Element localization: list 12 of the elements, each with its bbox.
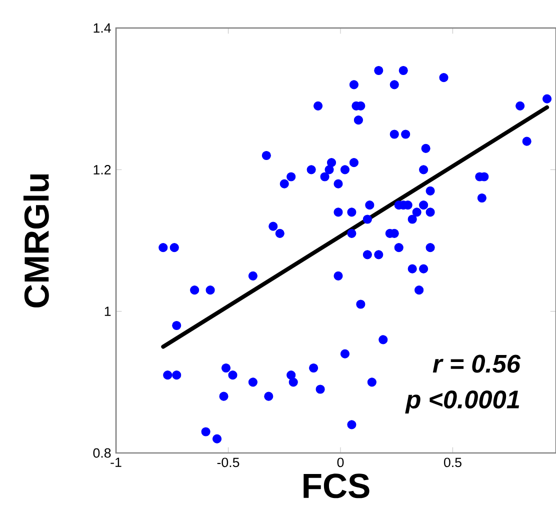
y-tick-label: 0.8 (93, 448, 111, 458)
x-tick-label: -1 (110, 458, 122, 467)
y-axis-title: CMRGlu (23, 174, 49, 308)
x-axis-title: FCS (304, 474, 370, 498)
x-tick-label: 0.5 (444, 458, 462, 468)
annotation: r = 0.56 (432, 354, 521, 373)
y-tick-label: 1 (104, 306, 111, 316)
y-tick-label: 1.4 (94, 23, 111, 33)
annotation: p <0.0001 (405, 390, 520, 414)
x-tick-label: -0.5 (217, 458, 240, 468)
x-tick-label: 0 (337, 458, 344, 468)
y-tick-label: 1.2 (94, 165, 111, 174)
